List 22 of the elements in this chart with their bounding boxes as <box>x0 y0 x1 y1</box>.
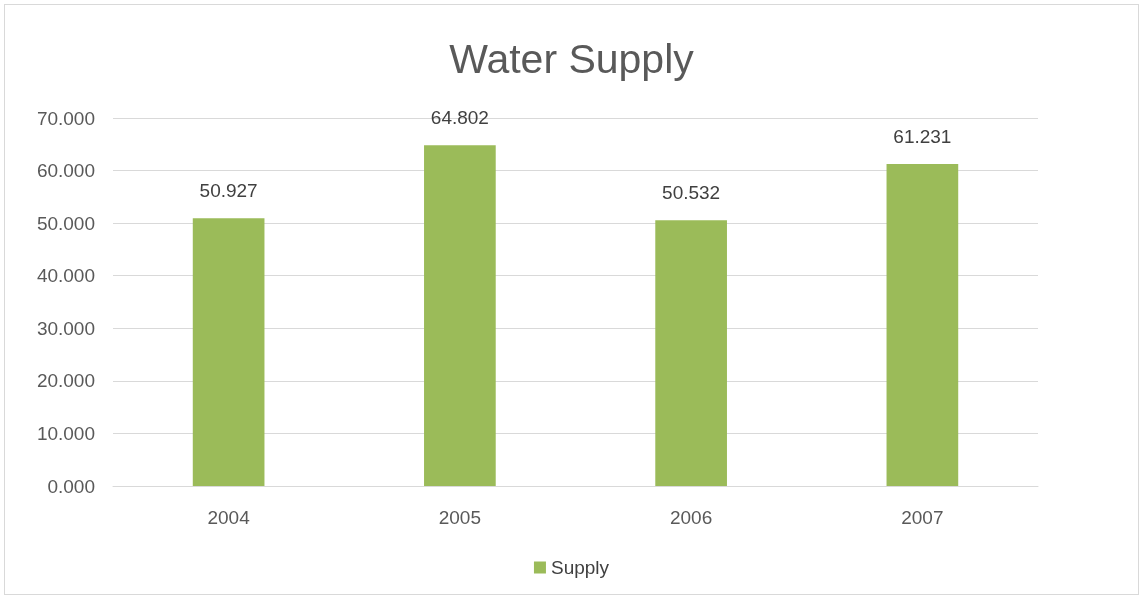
bar <box>192 218 265 486</box>
y-tick-label: 10.000 <box>36 422 95 444</box>
y-tick-label: 0.000 <box>47 475 95 497</box>
x-tick-label: 2006 <box>669 507 713 528</box>
bar <box>886 164 959 486</box>
data-label: 61.231 <box>893 126 952 148</box>
data-label: 64.802 <box>430 107 489 129</box>
x-tick-label: 2004 <box>207 507 251 528</box>
bar <box>424 145 496 486</box>
y-tick-label: 30.000 <box>36 317 95 339</box>
y-tick-label: 20.000 <box>36 370 95 392</box>
y-tick-label: 70.000 <box>36 107 95 129</box>
data-label: 50.532 <box>662 182 721 204</box>
y-tick-label: 50.000 <box>36 212 95 234</box>
x-tick-label: 2007 <box>901 507 944 528</box>
legend-label: Supply <box>550 557 610 578</box>
chart-title: Water Supply <box>449 35 695 82</box>
bar <box>655 220 727 486</box>
x-tick-label: 2005 <box>438 507 482 528</box>
y-tick-label: 60.000 <box>36 160 95 182</box>
y-tick-label: 40.000 <box>36 265 95 287</box>
data-label: 50.927 <box>199 180 258 202</box>
